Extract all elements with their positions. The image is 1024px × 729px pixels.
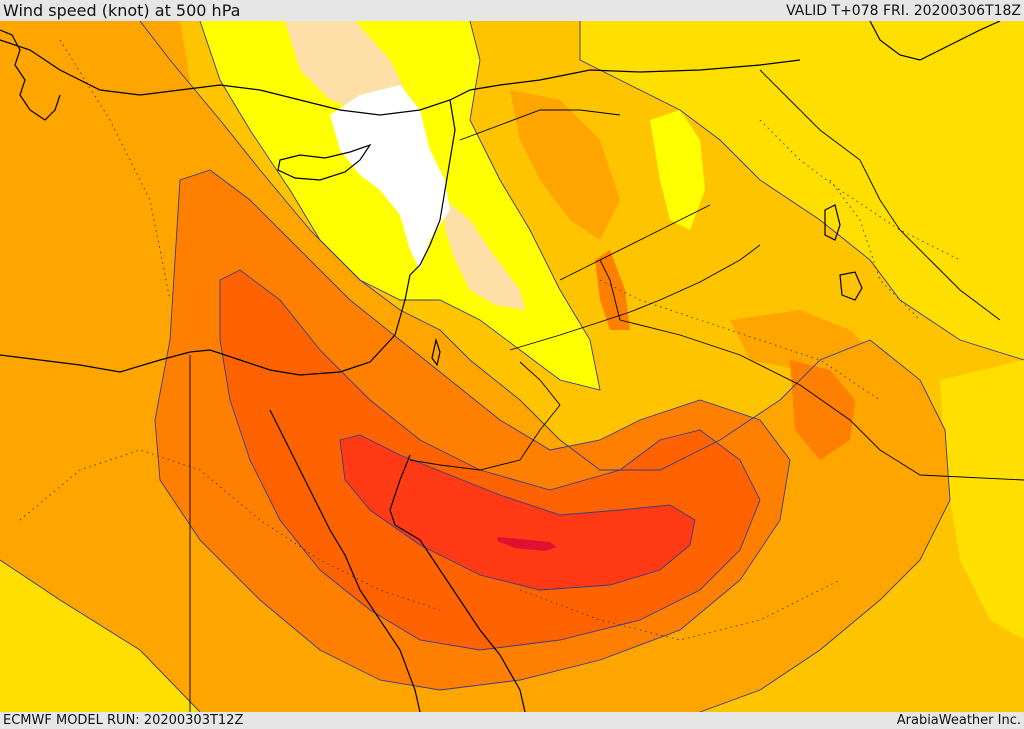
border-jordan-iraq	[599, 259, 621, 321]
wind-speed-map	[0, 21, 1024, 712]
band-orange-east-patch	[730, 310, 870, 380]
coastline-north-africa	[0, 274, 411, 376]
band-yellow-northeast	[580, 21, 1024, 360]
border-saudi-iraq	[619, 319, 1024, 481]
band-dark-orange-east	[790, 360, 855, 460]
band-white-lowest	[330, 85, 450, 270]
coastline-red-sea-west	[269, 409, 421, 712]
political-borders	[189, 69, 1024, 712]
coastline-aegean	[0, 29, 61, 121]
wind-speed-bands	[0, 21, 1024, 712]
provider-label: ArabiaWeather Inc.	[896, 713, 1021, 728]
coastline-caspian	[869, 21, 1001, 61]
coastline-turkey	[0, 39, 801, 116]
coastlines	[0, 21, 1001, 712]
band-yellow-southwest	[0, 560, 200, 712]
border-iran-iraq	[759, 69, 1001, 321]
coastline-red-sea-east	[389, 454, 526, 712]
contour-line-3	[154, 169, 791, 691]
coastline-iran-lake	[839, 271, 863, 301]
coastline-levant	[409, 99, 456, 276]
dotted-isoline-1	[19, 449, 441, 611]
model-run-label: ECMWF MODEL RUN: 20200303T12Z	[3, 713, 244, 728]
coastline-lake-urmia	[824, 204, 841, 241]
coastline-dead-sea	[431, 337, 441, 367]
border-saudi-jordan	[509, 244, 761, 351]
contour-lines	[0, 21, 1024, 712]
border-syria-iraq	[559, 204, 711, 281]
contour-line-1	[339, 434, 696, 591]
dotted-isolines	[19, 39, 961, 641]
band-orange-north-lobe	[120, 21, 190, 160]
header-bar: Wind speed (knot) at 500 hPa VALID T+078…	[0, 0, 1024, 21]
coastline-cyprus	[277, 143, 372, 181]
band-yellow-syria	[650, 110, 705, 230]
contour-line-2	[219, 269, 761, 651]
map-title: Wind speed (knot) at 500 hPa	[3, 1, 241, 20]
contour-line-7	[0, 559, 201, 712]
contour-line-5	[199, 21, 601, 391]
valid-time-label: VALID T+078 FRI. 20200306T18Z	[786, 3, 1021, 19]
band-red	[340, 435, 695, 590]
band-peach-jordan	[445, 200, 525, 310]
contour-line-4	[139, 21, 951, 712]
border-turkey-syria	[459, 109, 621, 141]
band-yellow-east	[940, 360, 1024, 640]
band-max	[497, 537, 557, 551]
border-egypt-saudi	[409, 361, 561, 471]
footer-bar: ECMWF MODEL RUN: 20200303T12Z ArabiaWeat…	[0, 712, 1024, 729]
contour-line-6	[579, 21, 1024, 361]
band-orange-iraq	[510, 90, 620, 240]
band-peach-north	[285, 21, 405, 110]
